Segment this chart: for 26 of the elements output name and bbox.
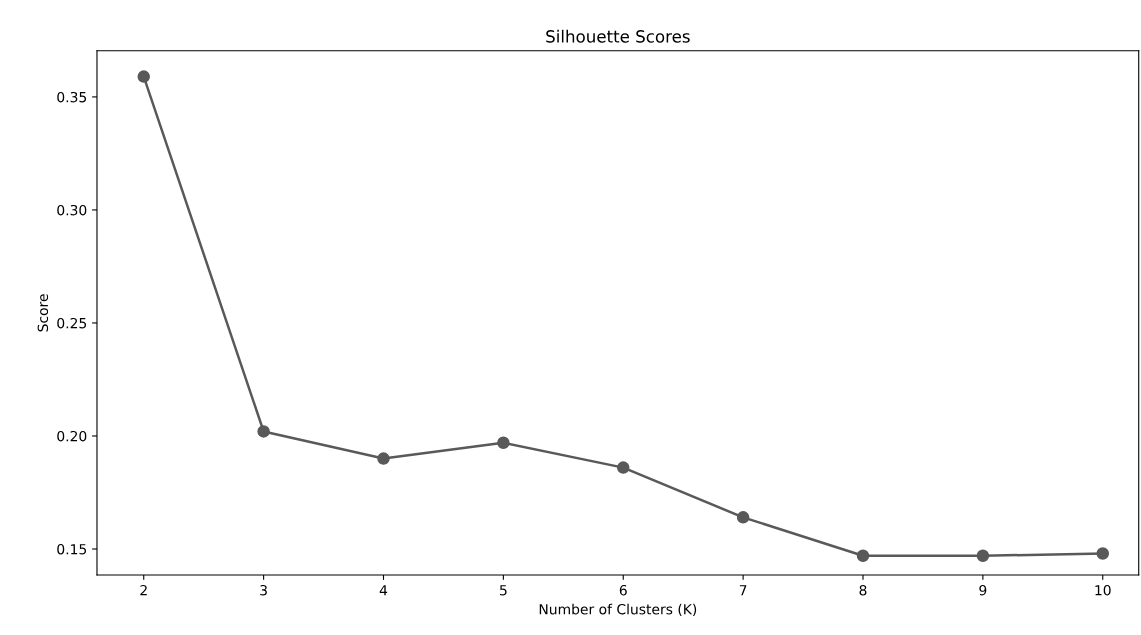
point bbox=[137, 70, 150, 83]
x-tick-label: 2 bbox=[140, 584, 147, 596]
point bbox=[736, 511, 750, 524]
y-tick-label: 0.30 bbox=[57, 204, 87, 216]
point bbox=[497, 436, 510, 450]
point bbox=[616, 461, 630, 474]
point bbox=[257, 425, 270, 438]
x-tick-label: 7 bbox=[739, 585, 747, 596]
x-tick-label: 4 bbox=[379, 585, 388, 596]
x-tick-label: 10 bbox=[1095, 584, 1111, 596]
x-axis-title: Number of Clusters (K) bbox=[539, 603, 697, 617]
x-tick-label: 3 bbox=[260, 584, 267, 596]
point bbox=[976, 549, 990, 563]
y-tick-label: 0.35 bbox=[57, 91, 87, 103]
x-tick-label: 6 bbox=[619, 584, 627, 596]
y-tick-label: 0.20 bbox=[57, 430, 87, 442]
point bbox=[856, 549, 870, 563]
y-tick-label: 0.15 bbox=[57, 543, 87, 555]
x-tick-label: 8 bbox=[859, 584, 867, 596]
point bbox=[377, 452, 390, 465]
y-tick-label: 0.25 bbox=[57, 317, 87, 329]
y-axis-title: Score bbox=[37, 294, 49, 332]
point bbox=[1096, 547, 1110, 560]
x-tick-label: 9 bbox=[979, 584, 987, 596]
chart-title: Silhouette Scores bbox=[546, 29, 690, 43]
x-tick-label: 5 bbox=[500, 585, 507, 596]
